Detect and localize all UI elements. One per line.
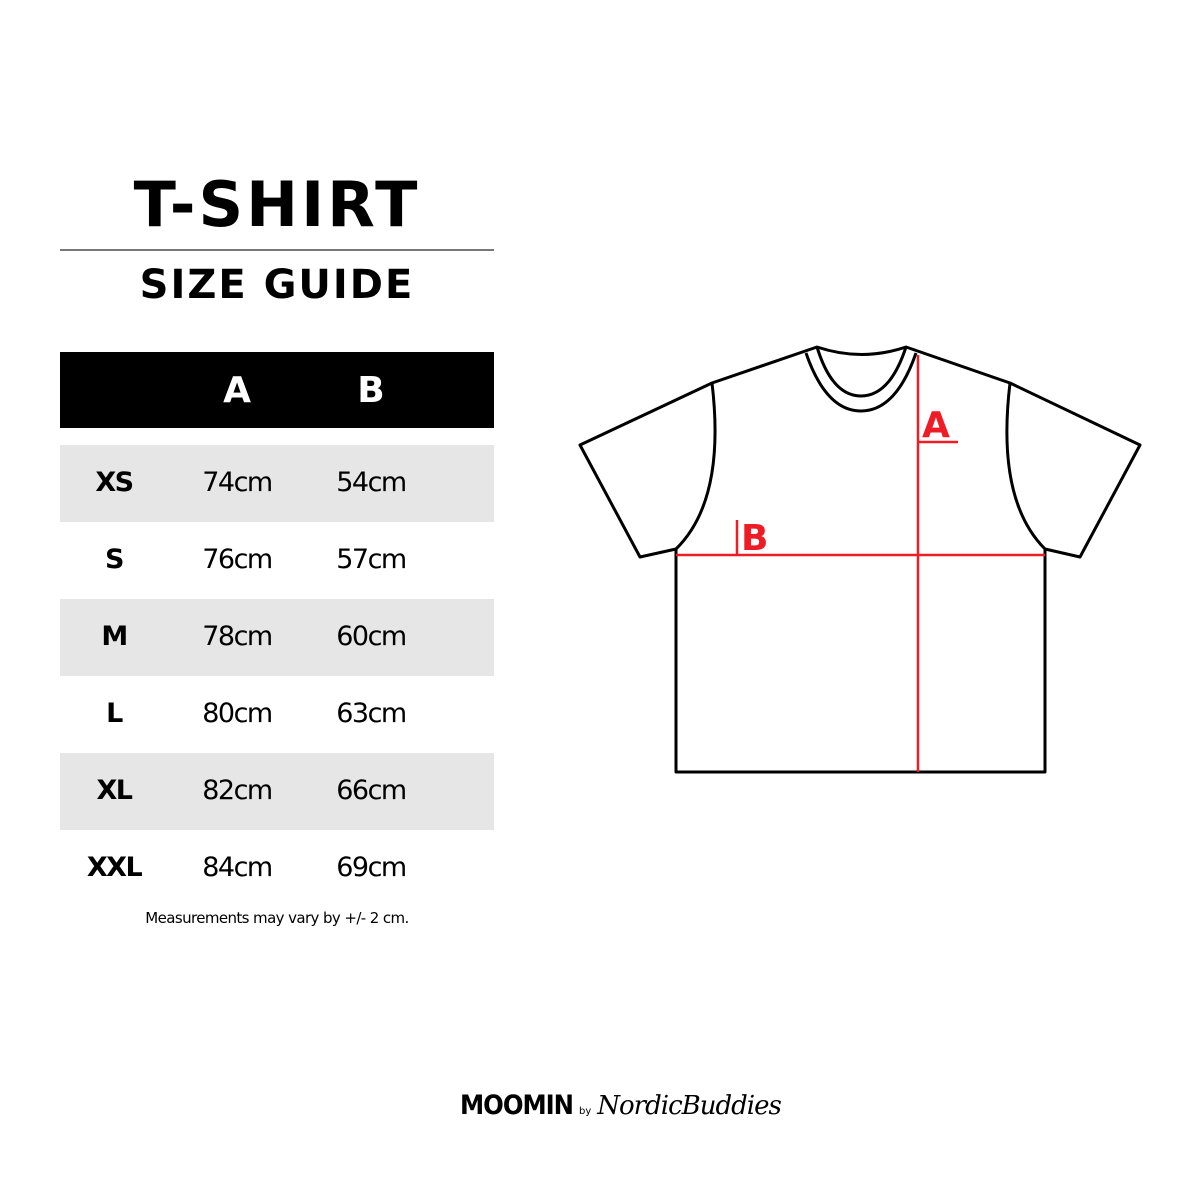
b-cell: 60cm	[336, 621, 407, 652]
table-row: XL 82cm 66cm	[60, 753, 494, 830]
page-subtitle: SIZE GUIDE	[139, 262, 415, 308]
table-row: M 78cm 60cm	[60, 599, 494, 676]
measurement-note: Measurements may vary by +/- 2 cm.	[145, 909, 409, 927]
logo-by: by	[579, 1106, 592, 1117]
a-cell: 82cm	[202, 775, 273, 806]
table-row: L 80cm 63cm	[60, 676, 494, 753]
b-cell: 63cm	[336, 698, 407, 729]
table-header: A B	[60, 352, 494, 428]
a-cell: 76cm	[202, 544, 273, 575]
size-cell: M	[101, 621, 128, 652]
logo-nordicbuddies: NordicBuddies	[597, 1091, 782, 1121]
a-cell: 84cm	[202, 852, 273, 883]
size-cell: XL	[96, 775, 133, 806]
header-b: B	[357, 370, 385, 411]
a-cell: 80cm	[202, 698, 273, 729]
table-row: S 76cm 57cm	[60, 522, 494, 599]
collar-inner	[815, 346, 908, 398]
size-cell: L	[106, 698, 123, 729]
divider	[60, 249, 494, 251]
logo-moomin: MOOMIN	[460, 1090, 574, 1121]
b-cell: 57cm	[336, 544, 407, 575]
size-cell: XS	[95, 467, 134, 498]
table-row: XXL 84cm 69cm	[60, 830, 494, 907]
label-b: B	[741, 518, 768, 559]
b-cell: 54cm	[336, 467, 407, 498]
size-cell: XXL	[86, 852, 143, 883]
b-cell: 66cm	[336, 775, 407, 806]
left-armhole	[674, 382, 717, 551]
collar-outer	[804, 352, 918, 413]
size-cell: S	[105, 544, 124, 575]
label-a: A	[922, 405, 950, 446]
table-row: XS 74cm 54cm	[60, 445, 494, 522]
a-cell: 78cm	[202, 621, 273, 652]
header-a: A	[223, 370, 251, 411]
a-cell: 74cm	[202, 467, 273, 498]
right-armhole	[1005, 382, 1047, 551]
page-title: T-SHIRT	[133, 168, 421, 241]
brand-logo: MOOMIN by NordicBuddies	[460, 1090, 782, 1126]
b-cell: 69cm	[336, 852, 407, 883]
